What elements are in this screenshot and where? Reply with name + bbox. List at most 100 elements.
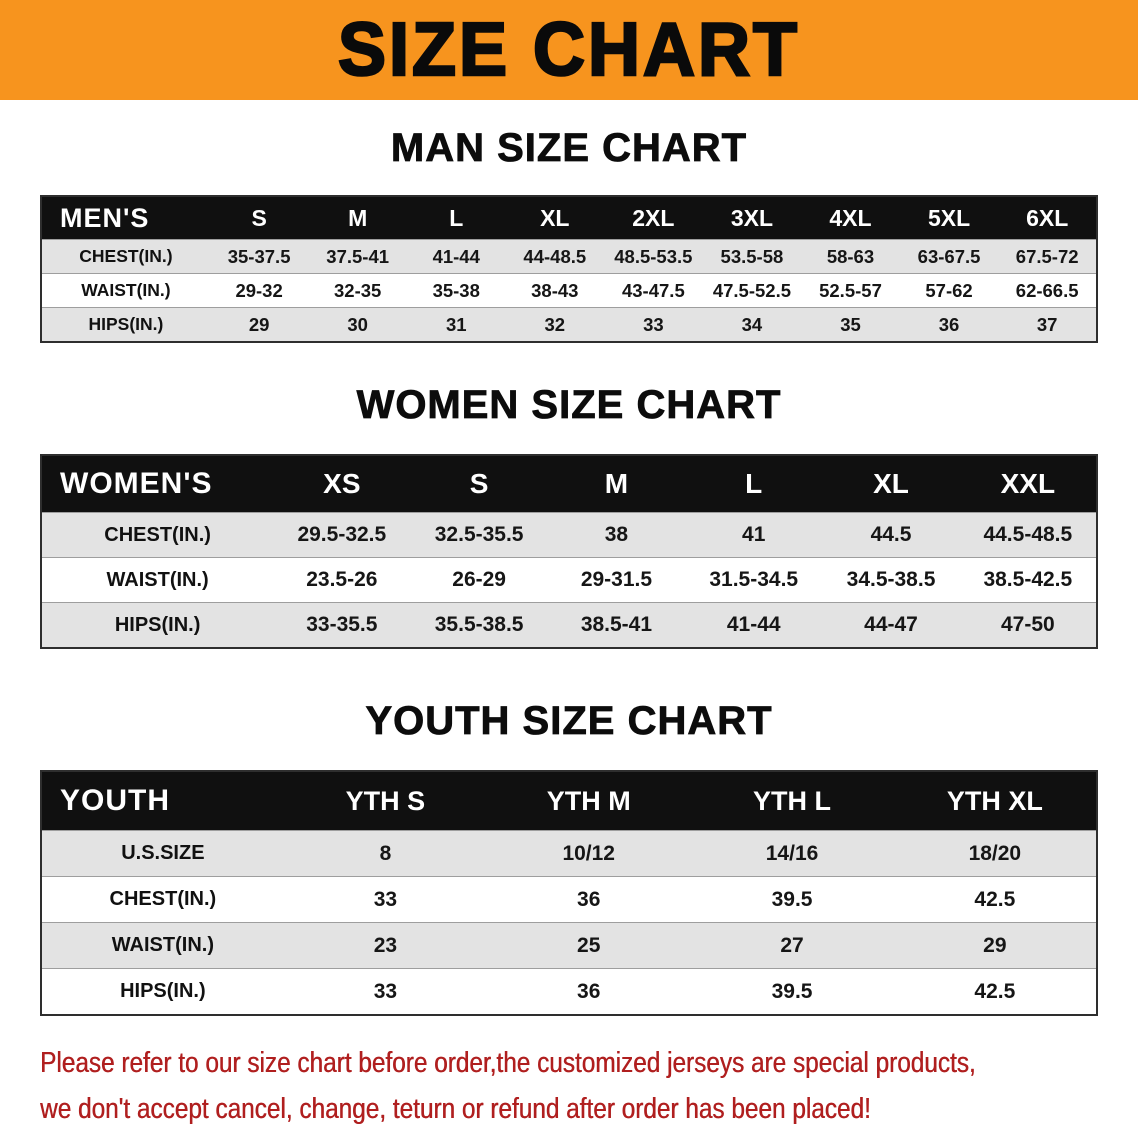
table-cell: 26-29	[452, 568, 506, 591]
table-cell: 14/16	[765, 841, 819, 865]
size-column-header: XL	[540, 204, 570, 231]
table-header-row: WOMEN'S XS S M L XL XXL	[41, 455, 1097, 513]
table-cell: 38-43	[531, 279, 579, 301]
table-cell: 38	[604, 523, 629, 546]
women-section-heading: WOMEN SIZE CHART	[356, 383, 782, 428]
row-label: WAIST(IN.)	[81, 280, 171, 300]
table-cell: 27	[780, 933, 804, 957]
table-cell: 36	[577, 979, 601, 1003]
table-cell: 42.5	[974, 887, 1016, 911]
size-column-header: 2XL	[632, 204, 675, 231]
table-cell: 37	[1036, 313, 1058, 335]
table-cell: 47.5-52.5	[712, 279, 792, 301]
table-cell: 38.5-42.5	[983, 568, 1073, 591]
table-cell: 41-44	[726, 613, 781, 636]
size-column-header: YTH L	[753, 785, 832, 816]
size-column-header: 3XL	[730, 204, 774, 231]
size-column-header: YTH S	[345, 785, 426, 816]
size-column-header: XS	[323, 468, 361, 499]
youth-section-heading: YOUTH SIZE CHART	[365, 699, 773, 744]
table-header-row: MEN'S S M L XL 2XL 3XL 4XL 5XL 6XL	[41, 196, 1097, 240]
table-cell: 35-38	[432, 279, 480, 301]
table-cell: 62-66.5	[1015, 279, 1079, 301]
table-cell: 33	[373, 979, 398, 1003]
row-label: CHEST(IN.)	[104, 523, 211, 546]
table-cell: 47-50	[1000, 613, 1055, 636]
size-column-header: S	[469, 468, 489, 499]
table-cell: 44-47	[864, 613, 918, 636]
row-label: CHEST(IN.)	[79, 246, 173, 266]
size-column-header: 5XL	[927, 204, 971, 231]
table-cell: 58-63	[826, 245, 875, 267]
size-column-header: 6XL	[1026, 204, 1069, 231]
footer-notice: Please refer to our size chart before or…	[40, 1040, 1138, 1132]
table-cell: 35-37.5	[227, 245, 291, 267]
table-cell: 23	[373, 933, 398, 957]
size-column-header: L	[449, 204, 464, 231]
table-cell: 43-47.5	[621, 279, 685, 301]
size-column-header: XL	[873, 468, 909, 499]
table-cell: 39.5	[771, 887, 813, 911]
table-row: WAIST(IN.) 23 25 27 29	[41, 922, 1097, 969]
table-cell: 32	[544, 313, 566, 335]
table-cell: 31	[445, 313, 467, 335]
table-cell: 48.5-53.5	[614, 245, 693, 267]
size-column-header: L	[745, 468, 763, 499]
youth-size-table: YOUTH YTH S YTH M YTH L YTH XL U.S.SIZE 8 10/12…	[40, 770, 1098, 1016]
table-row: WAIST(IN.) 29-32 32-35 35-38 38-43 43-47.5 47.…	[41, 273, 1097, 308]
youth-size-section: YOUTH SIZE CHART YOUTH YTH S YTH M YTH L YTH…	[0, 699, 1138, 1016]
row-label: HIPS(IN.)	[120, 980, 206, 1002]
table-cell: 37.5-41	[326, 245, 390, 267]
table-cell: 33	[643, 313, 664, 335]
men-size-table: MEN'S S M L XL 2XL 3XL 4XL 5XL 6XL CHEST(IN.) 35-37…	[40, 195, 1098, 343]
table-row: CHEST(IN.) 29.5-32.5 32.5-35.5 38 41 44.5 44.5…	[41, 512, 1097, 558]
table-cell: 29	[983, 933, 1007, 957]
size-column-header: XXL	[1000, 468, 1056, 499]
table-cell: 33-35.5	[306, 613, 378, 636]
table-cell: 29	[248, 313, 270, 335]
women-size-table: WOMEN'S XS S M L XL XXL CHEST(IN.) 29.5-32.5 32.5…	[40, 454, 1098, 649]
table-cell: 41	[742, 523, 766, 546]
row-label: HIPS(IN.)	[114, 613, 201, 636]
size-column-header: M	[604, 468, 629, 499]
table-cell: 10/12	[562, 841, 615, 865]
table-cell: 8	[379, 841, 392, 865]
size-column-header: YTH XL	[946, 785, 1043, 816]
table-corner-label: MEN'S	[60, 202, 150, 233]
table-cell: 30	[347, 313, 368, 335]
table-cell: 35.5-38.5	[434, 613, 524, 636]
table-cell: 33	[373, 887, 398, 911]
row-label: U.S.SIZE	[121, 842, 205, 864]
table-cell: 31.5-34.5	[709, 568, 799, 591]
size-column-header: 4XL	[829, 204, 872, 231]
table-cell: 36	[938, 313, 960, 335]
table-corner-label: WOMEN'S	[60, 467, 213, 500]
table-cell: 44.5-48.5	[983, 523, 1073, 546]
table-row: WAIST(IN.) 23.5-26 26-29 29-31.5 31.5-34.5 34…	[41, 557, 1097, 603]
table-cell: 67.5-72	[1015, 245, 1079, 267]
table-cell: 32.5-35.5	[434, 523, 524, 546]
table-cell: 35	[840, 313, 861, 335]
table-row: HIPS(IN.) 29 30 31 32 33 34 35 36 37	[41, 307, 1097, 342]
table-cell: 34	[741, 313, 763, 335]
table-cell: 36	[577, 887, 601, 911]
row-label: HIPS(IN.)	[88, 314, 164, 334]
table-cell: 53.5-58	[720, 245, 784, 267]
table-corner-label: YOUTH	[60, 784, 170, 817]
table-cell: 34.5-38.5	[846, 568, 936, 591]
size-column-header: M	[348, 204, 368, 231]
notice-line-2: we don't accept cancel, change, teturn o…	[40, 1093, 871, 1125]
men-section-heading: MAN SIZE CHART	[390, 126, 748, 171]
row-label: WAIST(IN.)	[106, 568, 209, 591]
table-row: CHEST(IN.) 35-37.5 37.5-41 41-44 44-48.5 48.5…	[41, 239, 1097, 274]
table-cell: 57-62	[925, 279, 973, 301]
row-label: CHEST(IN.)	[109, 888, 217, 910]
notice-line-1: Please refer to our size chart before or…	[40, 1047, 976, 1079]
table-row: U.S.SIZE 8 10/12 14/16 18/20	[41, 830, 1097, 877]
table-cell: 29.5-32.5	[297, 523, 387, 546]
table-cell: 63-67.5	[917, 245, 981, 267]
row-label: WAIST(IN.)	[111, 934, 214, 956]
men-size-section: MAN SIZE CHART MEN'S S M L XL 2XL 3XL 4XL 5XL 6XL…	[0, 126, 1138, 343]
table-cell: 18/20	[968, 841, 1022, 865]
table-cell: 42.5	[974, 979, 1016, 1003]
